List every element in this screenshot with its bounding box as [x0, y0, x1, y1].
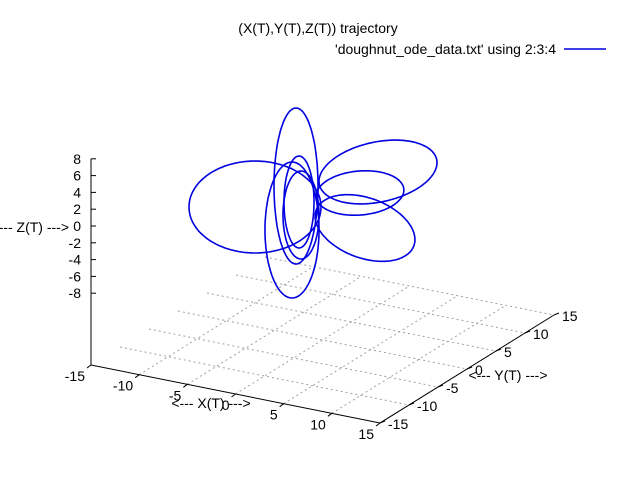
grid-line-y	[206, 292, 497, 352]
trajectory-line	[318, 139, 438, 205]
grid-line-y	[148, 328, 439, 388]
x-tick	[86, 364, 92, 369]
y-tick	[379, 420, 386, 424]
z-tick-label: 4	[73, 184, 81, 200]
grid-line-y	[264, 256, 555, 316]
trajectory-line	[264, 161, 320, 299]
z-tick-label: 0	[73, 218, 81, 234]
z-tick-label: 8	[73, 151, 81, 167]
z-tick-label: 2	[73, 201, 81, 217]
y-tick	[466, 366, 473, 370]
legend: 'doughnut_ode_data.txt' using 2:3:4	[335, 41, 606, 57]
x-tick-label: 5	[270, 407, 278, 423]
trajectory-line	[315, 170, 405, 216]
y-tick	[553, 312, 560, 316]
x-tick	[183, 383, 188, 388]
x-tick-label: 0	[222, 397, 230, 413]
z-tick-label: -6	[69, 268, 82, 284]
trajectory-line	[314, 193, 416, 263]
y-tick	[495, 348, 502, 352]
y-tick-label: -5	[446, 380, 459, 396]
y-tick-label: 10	[533, 326, 549, 342]
x-axis-label: <--- X(T) --->	[171, 395, 250, 411]
x-tick	[375, 422, 381, 427]
x-tick	[231, 393, 236, 398]
x-tick-label: 10	[310, 416, 326, 432]
trajectory-line	[188, 160, 322, 254]
y-axis-label: <--- Y(T) --->	[468, 367, 547, 383]
y-tick-label: -15	[388, 416, 408, 432]
x-tick-label: -10	[113, 378, 133, 394]
x-tick	[134, 374, 140, 379]
x-tick-label: -15	[65, 368, 85, 384]
grid-line-x	[235, 285, 410, 395]
y-tick	[408, 402, 415, 406]
base-grid	[119, 256, 555, 424]
axes	[90, 158, 555, 424]
chart-title: (X(T),Y(T),Z(T)) trajectory	[238, 20, 397, 36]
grid-line-x	[138, 266, 314, 376]
z-tick-label: 6	[73, 168, 81, 184]
grid-line-x	[187, 275, 362, 385]
trajectory-line	[273, 107, 319, 265]
z-tick-label: -4	[69, 252, 82, 268]
x-tick	[279, 403, 284, 408]
grid-line-y	[177, 310, 468, 370]
y-tick-label: 0	[475, 362, 483, 378]
z-tick-label: -8	[69, 285, 82, 301]
x-tick-label: -5	[169, 387, 182, 403]
tick-labels: -15-10-5051015-15-10-505101586420-2-4-6-…	[65, 151, 578, 442]
y-tick-label: 5	[504, 344, 512, 360]
trajectory-series	[188, 107, 438, 299]
z-tick-label: -2	[69, 235, 82, 251]
grid-line-y	[235, 274, 526, 334]
y-tick-label: 15	[562, 308, 578, 324]
y-tick-label: -10	[417, 398, 437, 414]
trajectory-line	[283, 155, 315, 249]
y-tick	[524, 330, 531, 334]
trajectory-line	[282, 170, 320, 260]
y-tick	[437, 384, 444, 388]
grid-line-y	[119, 346, 410, 406]
x-tick-label: 15	[358, 426, 374, 442]
legend-label: 'doughnut_ode_data.txt' using 2:3:4	[335, 41, 556, 57]
x-tick	[327, 412, 333, 417]
z-axis-label: <--- Z(T) --->	[0, 219, 69, 235]
